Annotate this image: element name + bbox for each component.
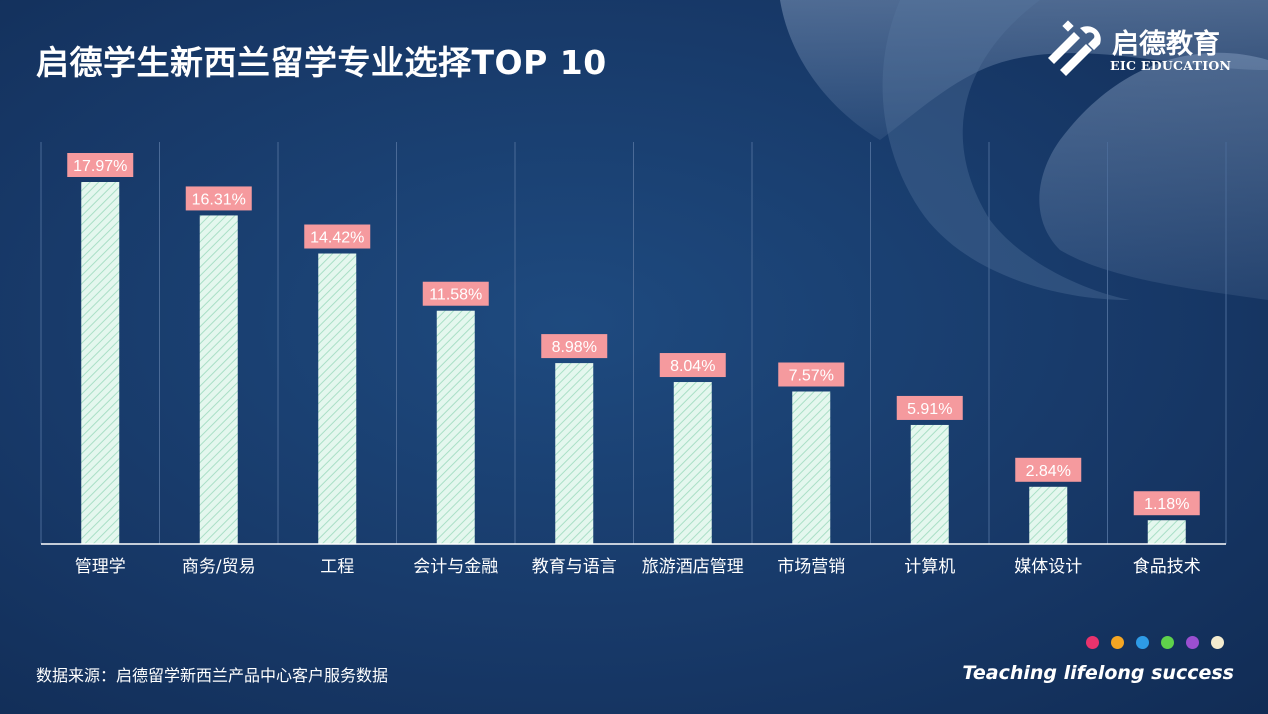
- bar-10: [1147, 520, 1186, 544]
- value-label: 2.84%: [1026, 463, 1071, 480]
- data-source-note: 数据来源：启德留学新西兰产品中心客户服务数据: [36, 666, 389, 685]
- chart-bars: [81, 182, 1186, 544]
- value-label-bg: [185, 186, 252, 211]
- decorative-dot: [1136, 636, 1149, 649]
- bar-3: [318, 253, 357, 544]
- value-label: 5.91%: [907, 401, 952, 418]
- value-label: 1.18%: [1144, 496, 1189, 513]
- category-label: 媒体设计: [1014, 557, 1082, 577]
- value-label: 14.42%: [310, 230, 364, 247]
- value-label-bg: [422, 281, 489, 306]
- chart-category-labels: 管理学 商务/贸易 工程 会计与金融 教育与语言 旅游酒店管理 市场营销 计算机 媒体设计 食品技…: [75, 557, 1201, 577]
- category-label: 会计与金融: [413, 557, 498, 577]
- category-label: 管理学: [75, 557, 126, 577]
- logo-name-cn: 启德教育: [1112, 29, 1220, 60]
- category-label: 旅游酒店管理: [642, 557, 744, 577]
- value-label-bg: [1015, 457, 1082, 482]
- category-label: 商务/贸易: [182, 557, 256, 577]
- value-label-bg: [1133, 491, 1200, 516]
- brand-slogan: Teaching lifelong success: [962, 662, 1234, 684]
- decorative-dots: [1086, 636, 1224, 650]
- value-label-bg: [659, 353, 726, 378]
- value-label: 16.31%: [192, 191, 246, 208]
- bar-4: [436, 310, 475, 544]
- value-label: 17.97%: [73, 158, 127, 175]
- value-label: 11.58%: [429, 287, 482, 304]
- page-title: 启德学生新西兰留学专业选择TOP 10: [36, 43, 607, 82]
- value-label-bg: [896, 395, 963, 420]
- bar-7: [792, 391, 831, 544]
- value-label-bg: [778, 362, 845, 387]
- value-label-bg: [304, 224, 371, 249]
- category-label: 食品技术: [1133, 557, 1201, 577]
- value-label-bg: [541, 334, 608, 359]
- logo-name-en: EIC EDUCATION: [1110, 58, 1232, 73]
- bar-9: [1029, 486, 1068, 544]
- chart-value-labels: 17.97% 16.31% 14.42% 11.58% 8.98% 8.04% 7.57% 5…: [67, 153, 1200, 516]
- category-label: 市场营销: [777, 557, 845, 577]
- bar-6: [673, 382, 712, 544]
- decorative-dot: [1111, 636, 1124, 649]
- decorative-dot: [1186, 636, 1199, 649]
- bar-5: [555, 363, 594, 544]
- chart-gridlines: [40, 142, 1227, 544]
- brand-logo: 启德教育 EIC EDUCATION: [1040, 18, 1240, 78]
- category-label: 工程: [320, 557, 354, 577]
- decorative-dot: [1161, 636, 1174, 649]
- value-label-bg: [67, 153, 134, 177]
- value-label: 8.98%: [552, 339, 597, 356]
- value-label: 8.04%: [670, 358, 715, 375]
- category-label: 教育与语言: [532, 557, 617, 577]
- bar-8: [910, 424, 949, 544]
- value-label: 7.57%: [789, 368, 834, 385]
- bar-2: [199, 215, 238, 544]
- decorative-dot: [1086, 636, 1099, 649]
- decorative-dot: [1211, 636, 1224, 649]
- bar-1: [81, 182, 120, 544]
- eic-logo-icon: [1048, 20, 1101, 76]
- category-label: 计算机: [904, 557, 955, 577]
